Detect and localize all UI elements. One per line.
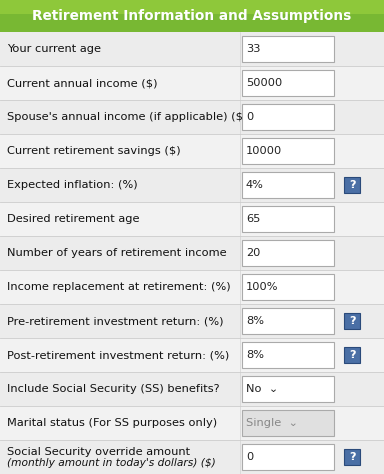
Bar	[344, 177, 360, 193]
Text: 0: 0	[246, 452, 253, 462]
Text: 33: 33	[246, 44, 260, 54]
Bar	[0, 66, 384, 100]
Text: Pre-retirement investment return: (%): Pre-retirement investment return: (%)	[7, 316, 223, 326]
Text: ?: ?	[349, 350, 355, 360]
Bar	[0, 440, 384, 474]
Text: Expected inflation: (%): Expected inflation: (%)	[7, 180, 137, 190]
Bar	[242, 240, 334, 266]
Bar	[344, 347, 360, 363]
Text: 8%: 8%	[246, 316, 264, 326]
Text: Marital status (For SS purposes only): Marital status (For SS purposes only)	[7, 418, 217, 428]
Bar	[0, 372, 384, 406]
Text: Number of years of retirement income: Number of years of retirement income	[7, 248, 227, 258]
Text: 100%: 100%	[246, 282, 278, 292]
Bar	[344, 449, 360, 465]
Bar	[242, 36, 334, 62]
Bar	[242, 308, 334, 334]
Bar	[0, 236, 384, 270]
Text: Single  ⌄: Single ⌄	[246, 418, 298, 428]
Bar	[0, 202, 384, 236]
Bar	[242, 138, 334, 164]
Bar	[0, 0, 384, 14]
Text: 50000: 50000	[246, 78, 282, 88]
Bar	[0, 168, 384, 202]
Bar	[0, 134, 384, 168]
Bar	[242, 410, 334, 436]
Bar	[242, 104, 334, 130]
Text: Spouse's annual income (if applicable) ($): Spouse's annual income (if applicable) (…	[7, 112, 247, 122]
Bar	[242, 342, 334, 368]
Text: Post-retirement investment return: (%): Post-retirement investment return: (%)	[7, 350, 229, 360]
Text: No  ⌄: No ⌄	[246, 384, 278, 394]
Text: ?: ?	[349, 316, 355, 326]
Bar	[0, 338, 384, 372]
Text: 20: 20	[246, 248, 260, 258]
Bar	[242, 172, 334, 198]
Bar	[0, 32, 384, 66]
Bar	[0, 100, 384, 134]
Text: 65: 65	[246, 214, 260, 224]
Bar	[344, 313, 360, 329]
Bar	[0, 406, 384, 440]
Text: 4%: 4%	[246, 180, 264, 190]
Text: Social Security override amount: Social Security override amount	[7, 447, 190, 457]
Text: ?: ?	[349, 180, 355, 190]
Text: 10000: 10000	[246, 146, 282, 156]
Text: 0: 0	[246, 112, 253, 122]
Text: Include Social Security (SS) benefits?: Include Social Security (SS) benefits?	[7, 384, 220, 394]
Text: Current annual income ($): Current annual income ($)	[7, 78, 157, 88]
Text: Current retirement savings ($): Current retirement savings ($)	[7, 146, 180, 156]
Text: Retirement Information and Assumptions: Retirement Information and Assumptions	[32, 9, 352, 23]
Bar	[0, 270, 384, 304]
Text: 8%: 8%	[246, 350, 264, 360]
Text: (monthly amount in today's dollars) ($): (monthly amount in today's dollars) ($)	[7, 458, 216, 468]
Text: Desired retirement age: Desired retirement age	[7, 214, 139, 224]
Bar	[242, 274, 334, 300]
Bar	[0, 304, 384, 338]
Bar	[242, 206, 334, 232]
Bar	[0, 0, 384, 32]
Text: Your current age: Your current age	[7, 44, 101, 54]
Text: Income replacement at retirement: (%): Income replacement at retirement: (%)	[7, 282, 231, 292]
Bar	[242, 70, 334, 96]
Text: ?: ?	[349, 452, 355, 462]
Bar	[242, 376, 334, 402]
Bar	[242, 444, 334, 470]
